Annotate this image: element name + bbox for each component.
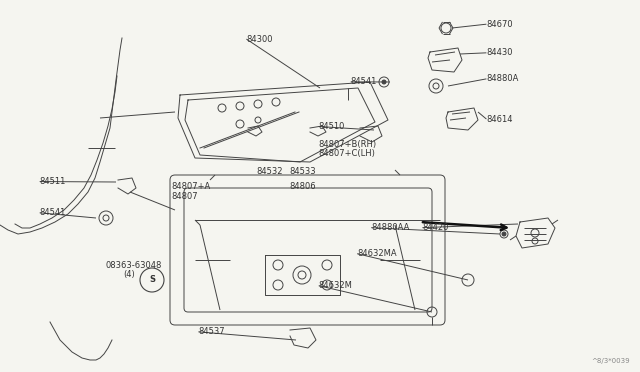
Text: 84806: 84806 <box>289 182 316 191</box>
Text: 84807+B(RH): 84807+B(RH) <box>319 140 377 149</box>
Text: 84300: 84300 <box>246 35 273 44</box>
Text: 84807+A: 84807+A <box>172 182 211 191</box>
Circle shape <box>382 80 386 84</box>
Text: 84430: 84430 <box>486 48 513 57</box>
Text: S: S <box>149 276 155 285</box>
Text: 84614: 84614 <box>486 115 513 124</box>
Text: 84532: 84532 <box>256 167 282 176</box>
Text: 84670: 84670 <box>486 20 513 29</box>
Text: (4): (4) <box>123 270 134 279</box>
Text: 84632MA: 84632MA <box>357 249 397 258</box>
Text: 84880A: 84880A <box>486 74 519 83</box>
Text: 84511: 84511 <box>40 177 66 186</box>
Text: 84807: 84807 <box>172 192 198 201</box>
Text: 84807+C(LH): 84807+C(LH) <box>319 149 376 158</box>
Text: 08363-63048: 08363-63048 <box>106 262 162 270</box>
Text: 84537: 84537 <box>198 327 225 336</box>
Circle shape <box>502 232 506 236</box>
Text: 84510: 84510 <box>319 122 345 131</box>
Text: 84541: 84541 <box>40 208 66 217</box>
Text: 84880AA: 84880AA <box>371 223 410 232</box>
Text: 84541: 84541 <box>351 77 377 86</box>
Text: 84632M: 84632M <box>319 281 353 290</box>
Text: 84420: 84420 <box>422 223 449 232</box>
Text: 84533: 84533 <box>289 167 316 176</box>
Text: ^8/3*0039: ^8/3*0039 <box>591 358 630 364</box>
